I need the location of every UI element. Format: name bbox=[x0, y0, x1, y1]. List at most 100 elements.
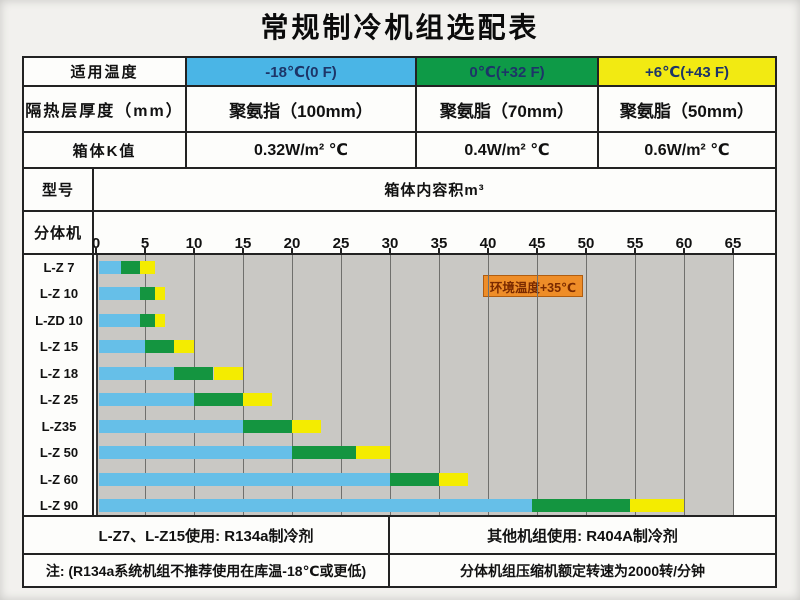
temp-row: 适用温度 -18℃(0 F) 0℃(+32 F) +6℃(+43 F) bbox=[24, 58, 775, 87]
divider bbox=[597, 58, 599, 85]
x-tick bbox=[193, 248, 195, 253]
x-tick-label: 20 bbox=[283, 235, 301, 252]
gridline bbox=[635, 255, 636, 515]
x-tick-label: 25 bbox=[332, 235, 350, 252]
x-tick-label: 45 bbox=[528, 235, 546, 252]
annotation-badge: 环境温度+35℃ bbox=[483, 275, 583, 297]
category-label: L-Z 90 bbox=[39, 498, 79, 513]
x-tick bbox=[438, 248, 440, 253]
bar-segment bbox=[439, 473, 468, 486]
x-tick bbox=[95, 248, 97, 253]
divider bbox=[415, 58, 417, 85]
x-tick-label: 0 bbox=[91, 235, 101, 252]
temp-cell-0: 0℃(+32 F) bbox=[417, 58, 597, 85]
gridline bbox=[488, 255, 489, 515]
kvalue-cell-04: 0.4W/m² ℃ bbox=[464, 142, 550, 159]
kvalue-row: 箱体K值 0.32W/m² ℃ 0.4W/m² ℃ 0.6W/m² ℃ bbox=[24, 133, 775, 169]
bar-segment bbox=[630, 499, 684, 512]
gridline bbox=[537, 255, 538, 515]
x-tick bbox=[340, 248, 342, 253]
volume-header: 箱体内容积m³ bbox=[384, 182, 485, 199]
temp-row-label: 适用温度 bbox=[70, 64, 139, 81]
bar-segment bbox=[532, 499, 630, 512]
category-label: L-ZD 10 bbox=[35, 313, 83, 328]
note-row: 注: (R134a系统机组不推荐使用在库温-18℃或更低) 分体机组压缩机额定转… bbox=[24, 555, 775, 586]
temp-cell-plus6: +6℃(+43 F) bbox=[599, 58, 775, 85]
bar-segment bbox=[99, 473, 390, 486]
bar-segment bbox=[140, 314, 155, 327]
refrigerant-right: 其他机组使用: R404A制冷剂 bbox=[487, 527, 678, 545]
category-label: L-Z 18 bbox=[39, 366, 79, 381]
divider bbox=[185, 58, 187, 85]
category-label: L-Z35 bbox=[41, 419, 77, 434]
kvalue-cell-032: 0.32W/m² ℃ bbox=[253, 142, 349, 159]
bar-segment bbox=[292, 446, 356, 459]
bar-segment bbox=[99, 287, 140, 300]
divider bbox=[388, 517, 390, 553]
gridline bbox=[439, 255, 440, 515]
bar-segment bbox=[145, 340, 174, 353]
insulation-row-label: 隔热层厚度（mm） bbox=[25, 103, 184, 120]
unit-type-label: 分体机 bbox=[33, 225, 82, 242]
insulation-cell-50: 聚氨脂（50mm） bbox=[619, 101, 755, 121]
bar-segment bbox=[140, 287, 155, 300]
axis-row: 分体机 0 5 10 15 20 25 30 35 40 45 50 55 60 65 bbox=[24, 212, 775, 255]
note-left: 注: (R134a系统机组不推荐使用在库温-18℃或更低) bbox=[45, 562, 367, 579]
x-tick bbox=[487, 248, 489, 253]
gridline bbox=[243, 255, 244, 515]
divider bbox=[185, 87, 187, 131]
y-axis-line bbox=[96, 255, 98, 515]
model-header-row: 型号 箱体内容积m³ bbox=[24, 169, 775, 212]
bar-segment bbox=[99, 261, 121, 274]
bar-segment bbox=[356, 446, 390, 459]
bar-segment bbox=[99, 340, 145, 353]
x-tick bbox=[536, 248, 538, 253]
bar-segment bbox=[155, 314, 165, 327]
bar-segment bbox=[214, 367, 243, 380]
gridline bbox=[341, 255, 342, 515]
bar-segment bbox=[390, 473, 439, 486]
divider bbox=[92, 169, 94, 210]
gridline bbox=[586, 255, 587, 515]
category-label: L-Z 10 bbox=[39, 286, 79, 301]
gridline bbox=[145, 255, 146, 515]
x-tick bbox=[634, 248, 636, 253]
page-title: 常规制冷机组选配表 bbox=[260, 12, 540, 43]
bar-segment bbox=[99, 393, 194, 406]
x-tick-label: 35 bbox=[430, 235, 448, 252]
x-tick bbox=[585, 248, 587, 253]
gridline bbox=[684, 255, 685, 515]
category-label: L-Z 25 bbox=[39, 392, 79, 407]
insulation-row: 隔热层厚度（mm） 聚氨指（100mm） 聚氨脂（70mm） 聚氨脂（50mm） bbox=[24, 87, 775, 133]
bar-segment bbox=[140, 261, 155, 274]
x-tick-label: 15 bbox=[234, 235, 252, 252]
x-tick-label: 55 bbox=[626, 235, 644, 252]
divider bbox=[92, 212, 94, 253]
x-tick-label: 40 bbox=[479, 235, 497, 252]
bar-segment bbox=[99, 314, 140, 327]
x-tick-label: 10 bbox=[185, 235, 203, 252]
bar-segment bbox=[99, 420, 243, 433]
bar-segment bbox=[99, 499, 532, 512]
x-tick-label: 50 bbox=[577, 235, 595, 252]
x-tick bbox=[683, 248, 685, 253]
kvalue-row-label: 箱体K值 bbox=[72, 142, 137, 160]
refrigerant-row: L-Z7、L-Z15使用: R134a制冷剂 其他机组使用: R404A制冷剂 bbox=[24, 517, 775, 555]
insulation-cell-70: 聚氨脂（70mm） bbox=[439, 101, 575, 121]
x-tick bbox=[144, 248, 146, 253]
plot-background bbox=[98, 255, 733, 515]
x-tick-label: 65 bbox=[724, 235, 742, 252]
kvalue-cell-06: 0.6W/m² ℃ bbox=[644, 142, 730, 159]
bar-segment bbox=[292, 420, 321, 433]
category-label: L-Z 15 bbox=[39, 339, 79, 354]
divider bbox=[92, 255, 94, 515]
x-tick bbox=[242, 248, 244, 253]
bar-segment bbox=[155, 287, 165, 300]
bar-segment bbox=[174, 367, 213, 380]
bar-segment bbox=[121, 261, 141, 274]
refrigerant-left: L-Z7、L-Z15使用: R134a制冷剂 bbox=[98, 527, 314, 545]
temp-cell-minus18: -18℃(0 F) bbox=[187, 58, 415, 85]
x-tick bbox=[291, 248, 293, 253]
chart-area: 环境温度+35℃ L-Z 7 L-Z 10 L-ZD 10 L-Z 15 L-Z 18 L… bbox=[24, 255, 775, 517]
